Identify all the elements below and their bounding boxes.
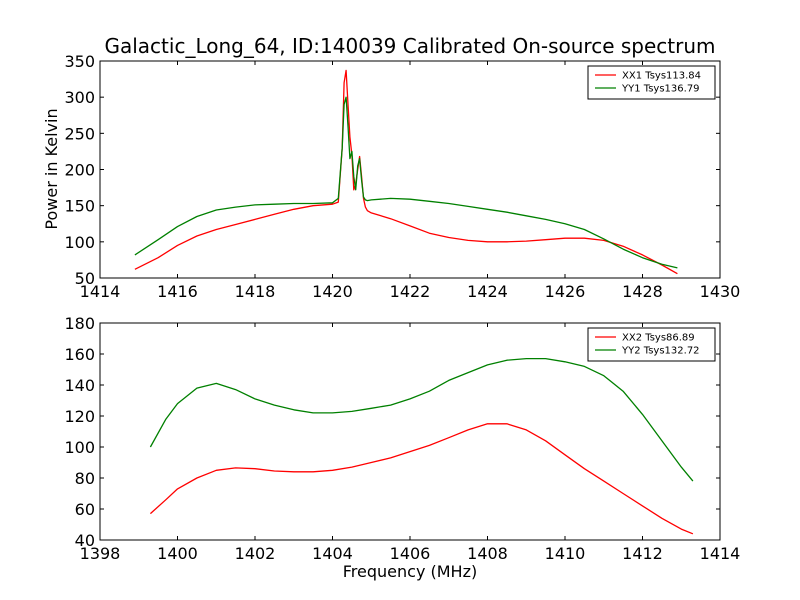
x-tick-label: 1414: [700, 544, 741, 563]
bottom-legend: XX2 Tsys86.89 YY2 Tsys132.72: [587, 327, 716, 362]
y-tick-label: 150: [64, 197, 95, 216]
top-plot: 1414 1416 1418 1420 1422 1424 1426 1428 1430 50 10…: [64, 52, 740, 301]
series-line-yy1: [134, 96, 678, 269]
x-tick-label: 1398: [80, 544, 121, 563]
x-tick-label: 1426: [545, 282, 586, 301]
y-tick-label: 120: [64, 407, 95, 426]
x-tick-label: 1420: [312, 282, 353, 301]
legend-label: XX1 Tsys113.84: [622, 71, 701, 82]
x-tick-label: 1406: [390, 544, 431, 563]
series-line-xx2: [149, 423, 694, 535]
y-tick-label: 250: [64, 124, 95, 143]
x-tick-label: 1412: [622, 544, 663, 563]
x-tick-label: 1402: [235, 544, 276, 563]
y-tick-label: 60: [75, 500, 95, 519]
y-tick-label: 80: [75, 469, 95, 488]
x-tick-label: 1422: [390, 282, 431, 301]
y-tick-label: 140: [64, 376, 95, 395]
bottom-ticks: 1398 1400 1402 1404 1406 1408 1410 1412 1414 40 60…: [64, 314, 740, 563]
top-plot-frame: [99, 60, 721, 279]
legend-label: XX2 Tsys86.89: [622, 333, 695, 344]
x-tick-label: 1416: [157, 282, 198, 301]
legend-label: YY2 Tsys132.72: [621, 346, 700, 357]
legend-box: [587, 65, 716, 100]
x-tick-label: 1424: [467, 282, 508, 301]
y-axis-label-top: Power in Kelvin: [42, 108, 61, 229]
bottom-plot-frame: [99, 322, 721, 541]
x-tick-label: 1428: [622, 282, 663, 301]
x-tick-label: 1430: [700, 282, 741, 301]
top-ticks: 1414 1416 1418 1420 1422 1424 1426 1428 1430 50 10…: [64, 52, 740, 301]
x-tick-label: 1400: [157, 544, 198, 563]
top-series: [134, 69, 678, 275]
series-line-xx1: [134, 69, 678, 275]
x-tick-label: 1404: [312, 544, 353, 563]
y-tick-label: 100: [64, 233, 95, 252]
bottom-plot: 1398 1400 1402 1404 1406 1408 1410 1412 1414 40 60…: [64, 314, 740, 563]
y-tick-label: 180: [64, 314, 95, 333]
y-tick-label: 160: [64, 345, 95, 364]
top-legend: XX1 Tsys113.84 YY1 Tsys136.79: [587, 65, 716, 100]
legend-box: [587, 327, 716, 362]
y-tick-label: 300: [64, 88, 95, 107]
y-tick-label: 200: [64, 161, 95, 180]
y-tick-label: 100: [64, 438, 95, 457]
x-tick-label: 1418: [235, 282, 276, 301]
legend-label: YY1 Tsys136.79: [621, 84, 700, 95]
y-tick-label: 40: [75, 531, 95, 550]
x-tick-label: 1408: [467, 544, 508, 563]
x-tick-label: 1414: [80, 282, 121, 301]
chart-title: Galactic_Long_64, ID:140039 Calibrated O…: [104, 34, 715, 58]
y-tick-label: 50: [75, 269, 95, 288]
series-line-yy2: [149, 357, 694, 482]
x-tick-label: 1410: [545, 544, 586, 563]
bottom-series: [149, 357, 694, 535]
y-tick-label: 350: [64, 52, 95, 71]
x-axis-label-bottom: Frequency (MHz): [343, 562, 477, 581]
